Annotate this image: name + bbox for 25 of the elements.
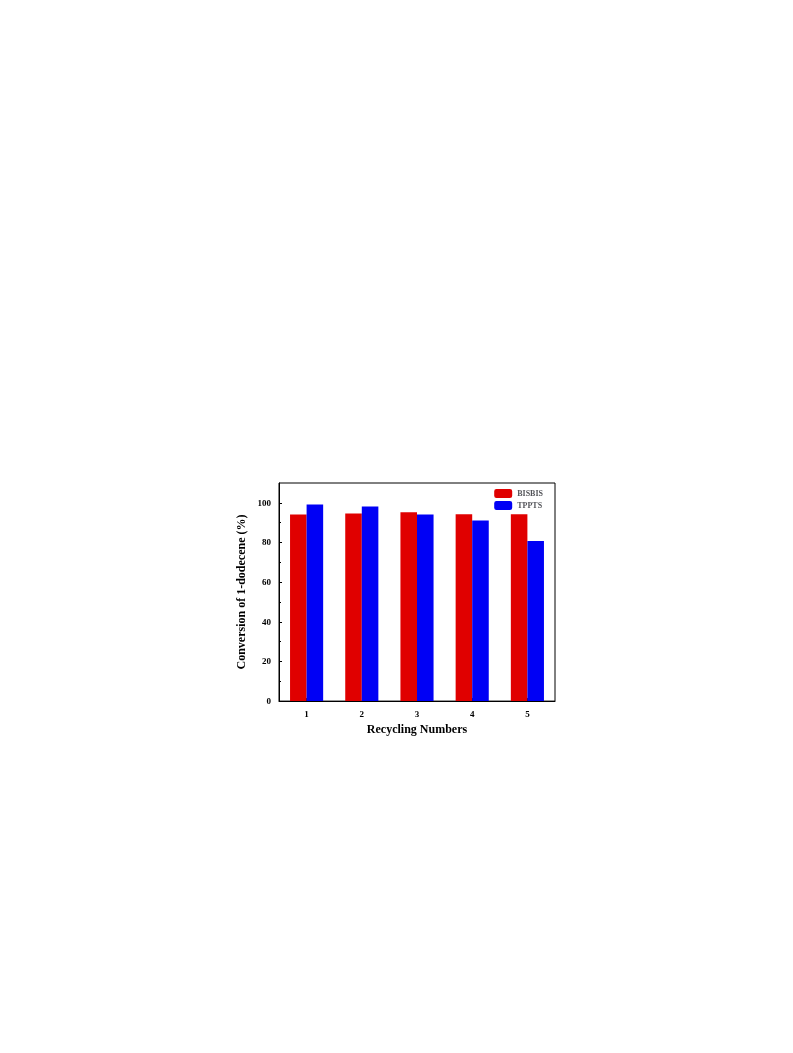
y-tick-label: 0 xyxy=(266,696,272,707)
bar xyxy=(400,512,417,702)
bar xyxy=(417,514,434,702)
x-tick-label: 1 xyxy=(304,708,310,719)
bar xyxy=(510,514,528,702)
bar xyxy=(527,541,544,702)
y-tick-label: 20 xyxy=(262,656,272,667)
x-tick-label: 4 xyxy=(469,708,475,719)
bar xyxy=(472,520,489,702)
y-tick-label: 40 xyxy=(262,616,272,627)
y-tick-label: 100 xyxy=(257,497,272,508)
y-tick-label: 60 xyxy=(262,577,272,588)
bar xyxy=(306,504,324,702)
bar xyxy=(290,514,307,702)
bar xyxy=(361,506,379,702)
x-tick-label: 5 xyxy=(525,708,531,719)
y-tick-label: 80 xyxy=(262,537,272,548)
bar xyxy=(345,513,362,702)
legend-label: BISBIS xyxy=(517,489,544,498)
x-axis-title: Recycling Numbers xyxy=(366,722,468,736)
y-axis-title: Conversion of 1-dodecene (%) xyxy=(233,514,248,670)
legend-label: TPPTS xyxy=(517,501,543,510)
bar xyxy=(455,514,473,702)
x-tick-label: 3 xyxy=(414,708,420,719)
x-tick-label: 2 xyxy=(359,708,365,719)
